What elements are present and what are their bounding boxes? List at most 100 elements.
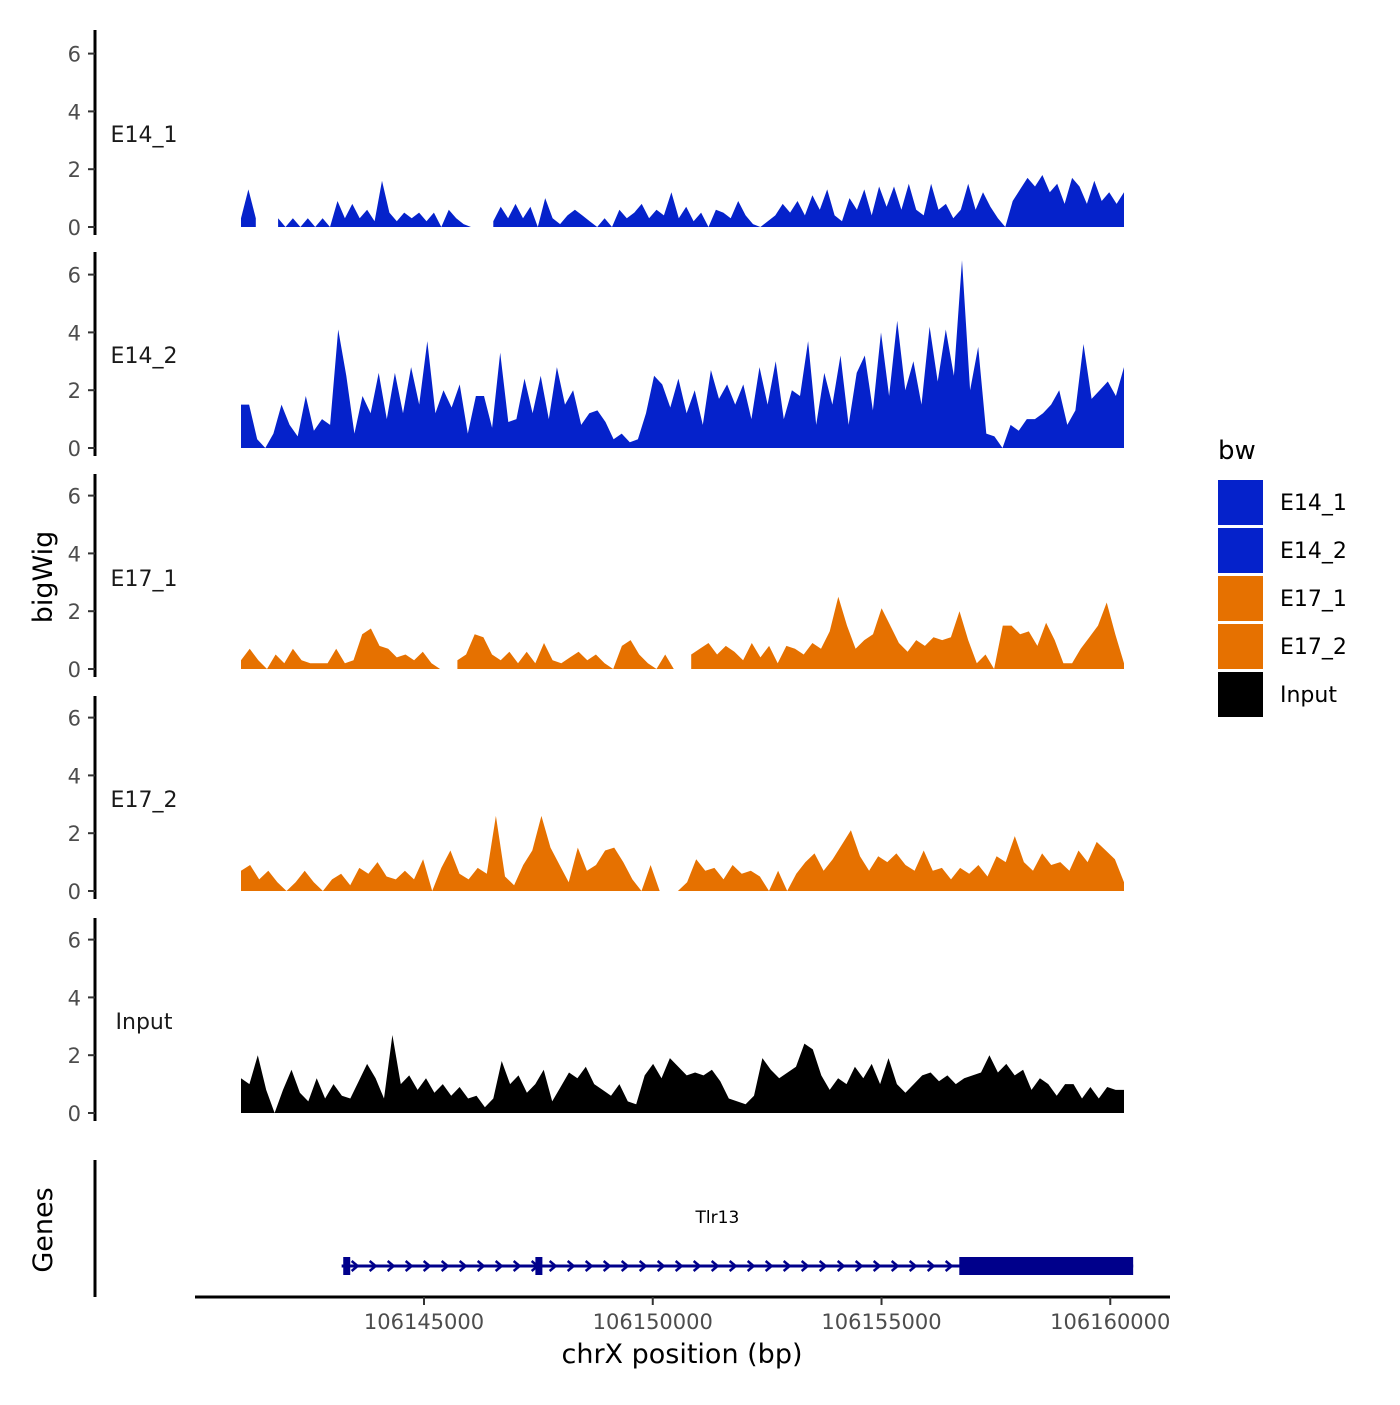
- y-tick-label: 0: [68, 1102, 81, 1126]
- coverage-area: [241, 189, 256, 227]
- strand-arrow: [494, 1260, 504, 1272]
- legend: bw E14_1 E14_2 E17_1 E17_2 Input: [1218, 436, 1347, 717]
- legend-label: E17_2: [1280, 635, 1347, 660]
- strand-arrow: [386, 1260, 396, 1272]
- y-axis-title: bigWig: [28, 531, 59, 624]
- legend-swatch: [1218, 576, 1263, 621]
- strand-arrow: [440, 1260, 450, 1272]
- track-label: E17_1: [111, 567, 178, 592]
- strand-arrow: [404, 1260, 414, 1272]
- y-tick-label: 2: [68, 822, 81, 846]
- track-e14-1: 0 2 4 6 E14_1: [68, 30, 1124, 240]
- strand-arrow: [890, 1260, 900, 1272]
- strand-arrow: [800, 1260, 810, 1272]
- strand-arrow: [476, 1260, 486, 1272]
- legend-swatch: [1218, 480, 1263, 525]
- strand-arrow: [854, 1260, 864, 1272]
- y-tick-label: 0: [68, 880, 81, 904]
- gene-name-label: Tlr13: [695, 1208, 740, 1228]
- y-tick-label: 6: [68, 929, 81, 953]
- y-tick-label: 6: [68, 43, 81, 67]
- strand-arrow: [458, 1260, 468, 1272]
- strand-arrow: [836, 1260, 846, 1272]
- strand-arrow: [764, 1260, 774, 1272]
- x-tick-label: 106160000: [1050, 1310, 1170, 1334]
- legend-swatch: [1218, 624, 1263, 669]
- coverage-area: [457, 634, 674, 669]
- strand-arrow: [728, 1260, 738, 1272]
- legend-label: E14_2: [1280, 539, 1347, 564]
- coverage-area: [691, 596, 1124, 669]
- strand-arrow: [368, 1260, 378, 1272]
- legend-swatch: [1218, 672, 1263, 717]
- coverage-area: [278, 180, 471, 227]
- x-axis: 106145000 106150000 106155000 106160000: [195, 1295, 1170, 1334]
- strand-arrow: [566, 1260, 576, 1272]
- y-tick-label: 2: [68, 600, 81, 624]
- legend-label: Input: [1280, 683, 1337, 708]
- x-tick-label: 106145000: [364, 1310, 484, 1334]
- strand-arrow: [584, 1260, 594, 1272]
- strand-arrow: [656, 1260, 666, 1272]
- track-label: Input: [116, 1010, 173, 1035]
- x-tick-label: 106155000: [821, 1310, 941, 1334]
- x-axis-title: chrX position (bp): [561, 1339, 802, 1370]
- y-tick-label: 2: [68, 158, 81, 182]
- coverage-area: [241, 628, 441, 669]
- gene-track: Tlr13: [93, 1160, 1134, 1297]
- y-tick-label: 0: [68, 437, 81, 461]
- legend-swatch: [1218, 528, 1263, 573]
- y-tick-label: 4: [68, 321, 81, 345]
- track-label: E14_2: [111, 344, 178, 369]
- y-tick-label: 2: [68, 1044, 81, 1068]
- genes-axis-title: Genes: [28, 1187, 59, 1272]
- y-tick-label: 0: [68, 216, 81, 240]
- track-label: E17_2: [111, 788, 178, 813]
- strand-arrow: [512, 1260, 522, 1272]
- track-input: 0 2 4 6 Input: [68, 918, 1124, 1126]
- strand-arrow: [710, 1260, 720, 1272]
- strand-arrow: [926, 1260, 936, 1272]
- legend-title: bw: [1218, 436, 1256, 466]
- strand-arrow: [944, 1260, 954, 1272]
- coverage-area: [241, 260, 1124, 448]
- y-tick-label: 2: [68, 379, 81, 403]
- gene-exon: [535, 1257, 543, 1275]
- y-tick-label: 6: [68, 707, 81, 731]
- coverage-area: [241, 1035, 1124, 1113]
- coverage-area: [241, 815, 660, 891]
- strand-arrow: [620, 1260, 630, 1272]
- legend-label: E17_1: [1280, 587, 1347, 612]
- strand-arrow: [818, 1260, 828, 1272]
- y-tick-label: 0: [68, 658, 81, 682]
- coverage-area: [493, 175, 1124, 227]
- x-tick-label: 106150000: [593, 1310, 713, 1334]
- y-tick-label: 6: [68, 485, 81, 509]
- gene-exon: [343, 1257, 351, 1275]
- strand-arrow: [908, 1260, 918, 1272]
- strand-arrow: [782, 1260, 792, 1272]
- track-e17-1: 0 2 4 6 E17_1: [68, 474, 1124, 682]
- tracks-layer: 0 2 4 6 E14_1 0 2 4 6 E14_2 0 2 4 6 E17_1 0 2 4 6 E17_2 0 2 4 6…: [68, 30, 1124, 1126]
- track-e17-2: 0 2 4 6 E17_2: [68, 696, 1124, 904]
- strand-arrow: [692, 1260, 702, 1272]
- strand-arrow: [548, 1260, 558, 1272]
- strand-arrow: [746, 1260, 756, 1272]
- track-label: E14_1: [111, 123, 178, 148]
- strand-arrow: [674, 1260, 684, 1272]
- y-tick-label: 4: [68, 986, 81, 1010]
- coverage-area: [677, 830, 1124, 891]
- legend-label: E14_1: [1280, 491, 1347, 516]
- strand-arrow: [602, 1260, 612, 1272]
- strand-arrow: [350, 1260, 360, 1272]
- track-e14-2: 0 2 4 6 E14_2: [68, 252, 1124, 461]
- y-tick-label: 4: [68, 764, 81, 788]
- y-tick-label: 6: [68, 264, 81, 288]
- strand-arrow: [422, 1260, 432, 1272]
- gene-thick-exon: [959, 1257, 1134, 1275]
- y-tick-label: 4: [68, 100, 81, 124]
- strand-arrow: [638, 1260, 648, 1272]
- strand-arrow: [872, 1260, 882, 1272]
